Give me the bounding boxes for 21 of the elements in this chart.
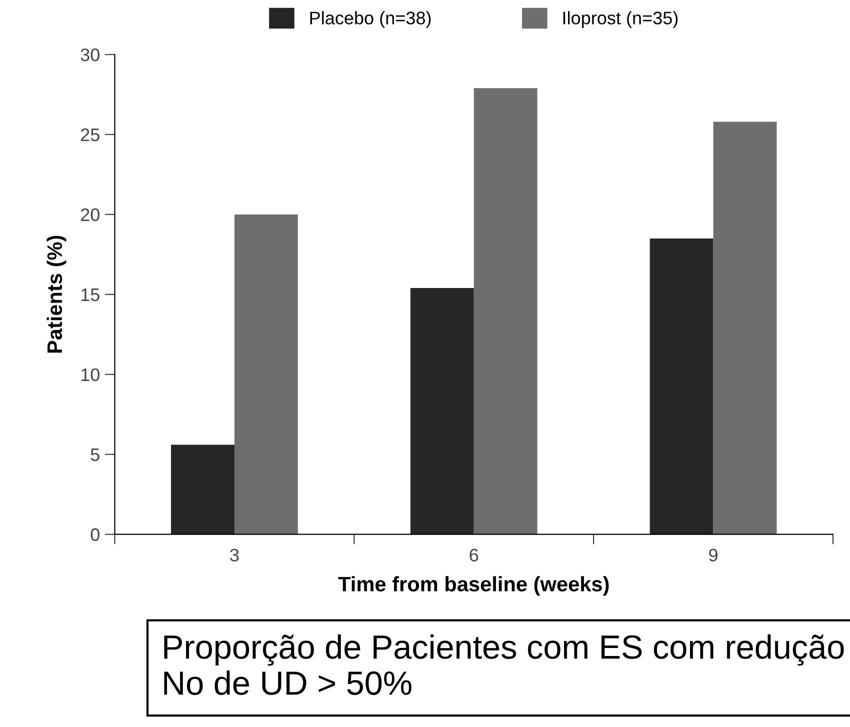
- x-axis-title: Time from baseline (weeks): [338, 576, 609, 596]
- y-tick-label: 30: [80, 48, 100, 62]
- y-tick-label: 25: [80, 128, 100, 142]
- bar: [234, 214, 298, 534]
- x-tick-label: 6: [470, 548, 478, 562]
- y-axis-title: Patients (%): [46, 236, 66, 353]
- legend-label: Placebo (n=38): [310, 11, 431, 28]
- bar: [650, 238, 714, 534]
- y-tick-label: 20: [80, 208, 100, 222]
- bar: [713, 122, 777, 534]
- y-tick-label: 15: [81, 288, 100, 302]
- bar: [410, 288, 474, 534]
- bar: [171, 444, 234, 534]
- y-tick-label: 10: [81, 368, 100, 382]
- x-tick-label: 3: [230, 548, 239, 562]
- y-tick-label: 5: [90, 448, 100, 462]
- legend-label: Iloprost (n=35): [563, 11, 678, 28]
- text: Proporção de Pacientes com ES com redução No de UD > 50%: [164, 634, 844, 695]
- x-tick-label: 9: [709, 548, 718, 562]
- y-tick-label: 0: [90, 528, 100, 542]
- bar: [474, 88, 538, 534]
